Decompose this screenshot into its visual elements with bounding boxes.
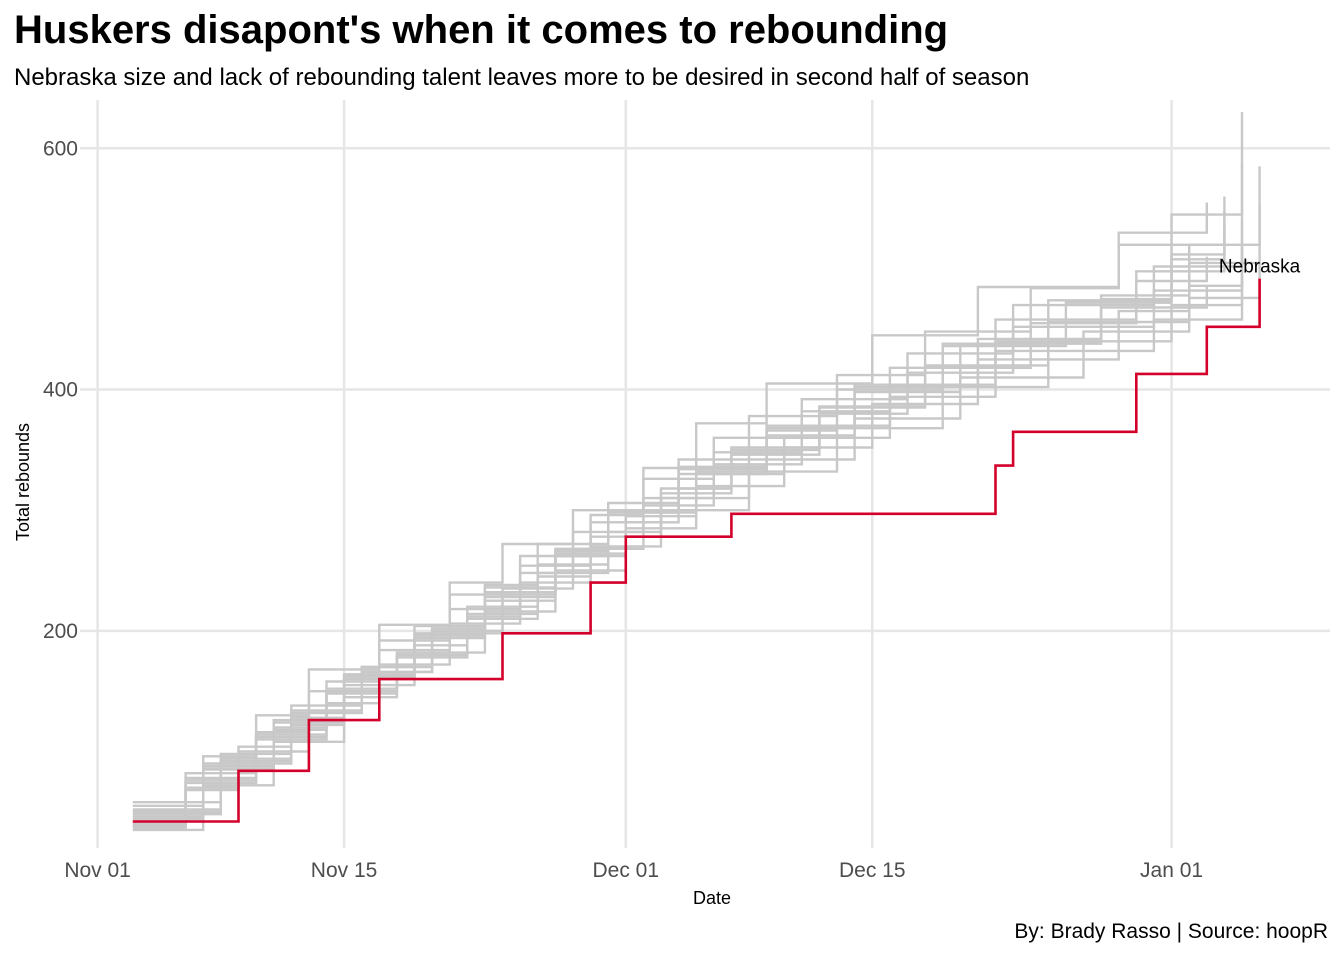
y-tick-label: 600 [43, 137, 78, 160]
x-tick-label: Dec 15 [839, 859, 906, 882]
x-tick-label: Nov 01 [64, 859, 131, 882]
chart-title: Huskers disapont's when it comes to rebo… [14, 8, 949, 52]
team-line [132, 226, 1226, 821]
y-tick-label: 400 [43, 379, 78, 402]
team-line [132, 202, 1208, 804]
team-line [132, 112, 1244, 824]
team-line [132, 262, 1261, 832]
nebraska-line-group [132, 278, 1261, 823]
chart-subtitle: Nebraska size and lack of rebounding tal… [14, 64, 1030, 91]
nebraska-line [132, 278, 1261, 823]
team-line [132, 220, 1244, 818]
y-axis-title: Total rebounds [13, 423, 33, 541]
team-line [132, 287, 1208, 827]
y-tick-label: 200 [43, 620, 78, 643]
x-tick-label: Nov 15 [311, 859, 378, 882]
axis-tick-labels: Nov 01 Nov 15 Dec 01 Dec 15 Jan 01 200 400 600 [43, 137, 1203, 882]
nebraska-annotation: Nebraska [1219, 257, 1301, 278]
x-axis-title: Date [693, 888, 731, 908]
x-tick-label: Jan 01 [1140, 859, 1203, 882]
x-tick-label: Dec 01 [593, 859, 660, 882]
chart-caption: By: Brady Rasso | Source: hoopR [1014, 920, 1328, 943]
other-teams-lines [132, 112, 1261, 832]
